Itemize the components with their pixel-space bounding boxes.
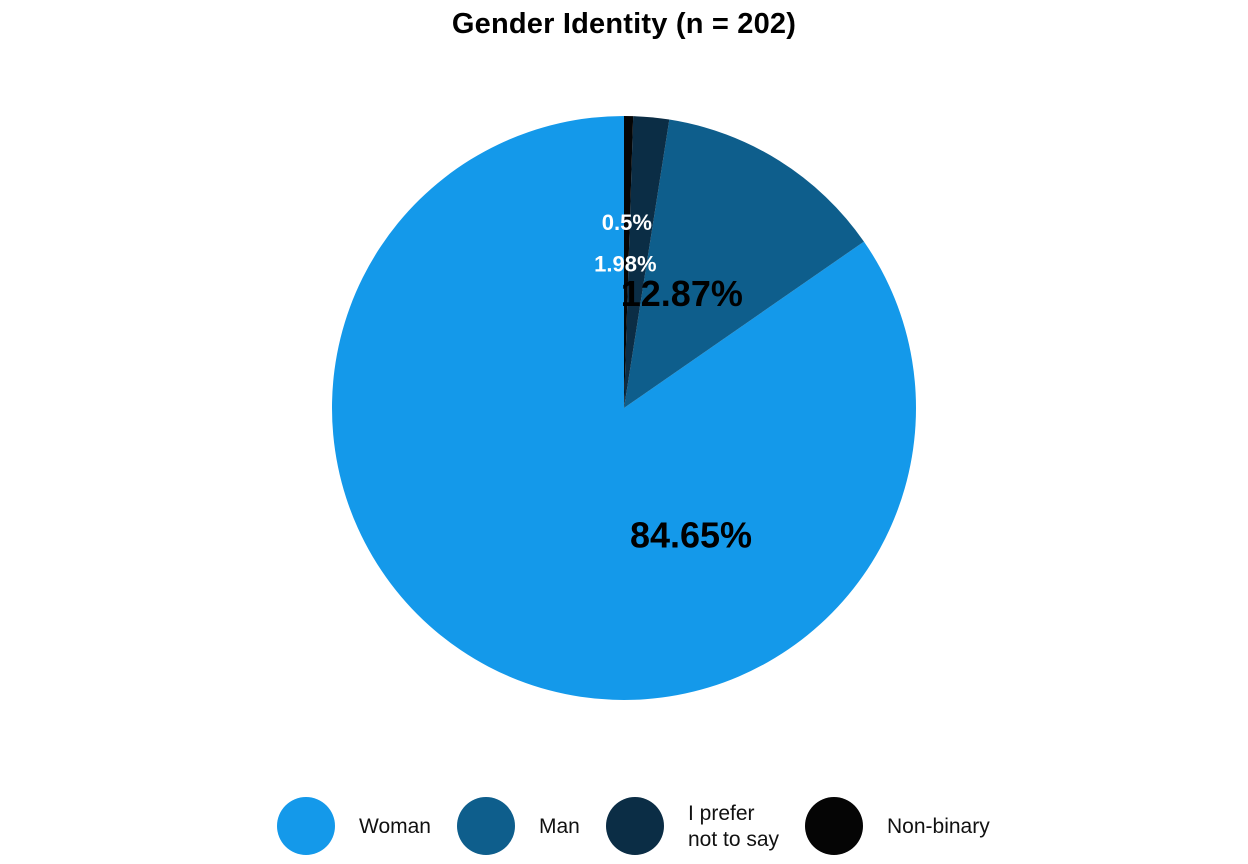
value-label-i-prefer-not-to-say: 1.98% xyxy=(594,251,656,276)
legend-label-prefer-not-to-say: I prefer not to say xyxy=(688,802,780,851)
chart-title: Gender Identity (n = 202) xyxy=(451,8,797,40)
legend-swatch-man xyxy=(457,797,515,855)
pie-slice-i-prefer-not-to-say xyxy=(624,116,670,409)
legend-swatch-woman xyxy=(277,797,335,855)
value-label-non-binary: 0.5% xyxy=(602,210,652,235)
value-label-woman: 84.65% xyxy=(630,515,752,556)
legend-label-man: Man xyxy=(539,815,580,838)
pie-slice-non-binary xyxy=(624,116,634,408)
legend-label-non-binary: Non-binary xyxy=(887,815,990,838)
legend-swatch-prefer-not-to-say xyxy=(606,797,664,855)
pie-slice-man xyxy=(624,119,864,408)
legend-swatch-non-binary xyxy=(805,797,863,855)
legend-label-woman: Woman xyxy=(359,815,431,838)
value-label-man: 12.87% xyxy=(621,273,743,314)
